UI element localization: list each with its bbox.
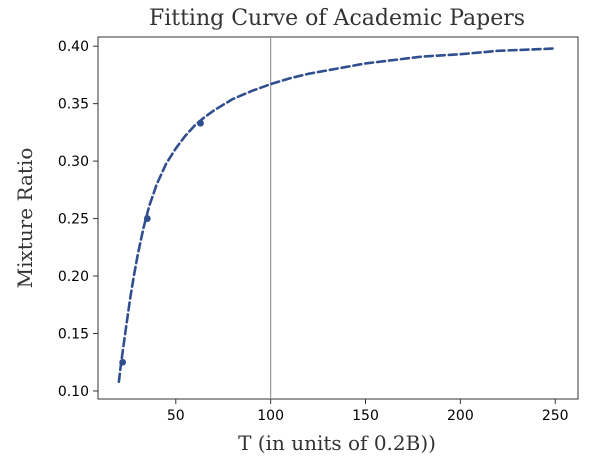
y-tick-label: 0.35 [58,97,89,113]
chart-title: Fitting Curve of Academic Papers [149,6,525,31]
y-tick-label: 0.10 [58,384,89,400]
y-tick-label: 0.15 [58,326,89,342]
y-axis-label: Mixture Ratio [13,148,37,289]
data-point [119,358,127,366]
y-axis: 0.10 0.15 0.20 0.25 0.30 0.35 0.40 [58,39,98,400]
y-tick-label: 0.30 [58,154,89,170]
x-axis-label: T (in units of 0.2B)) [238,431,436,455]
y-tick-label: 0.25 [58,212,89,228]
data-point [197,119,204,127]
x-tick-label: 200 [447,408,474,424]
x-tick-label: 50 [167,408,185,424]
x-tick-label: 250 [542,408,569,424]
fitted-curve [117,47,557,384]
y-tick-label: 0.20 [58,269,89,285]
plot-frame [97,36,579,400]
series-layer [117,47,557,384]
x-tick-label: 150 [352,408,379,424]
x-tick-label: 100 [257,408,284,424]
x-axis: 50 100 150 200 250 [167,399,569,424]
y-tick-label: 0.40 [58,39,89,55]
data-point [143,215,151,222]
